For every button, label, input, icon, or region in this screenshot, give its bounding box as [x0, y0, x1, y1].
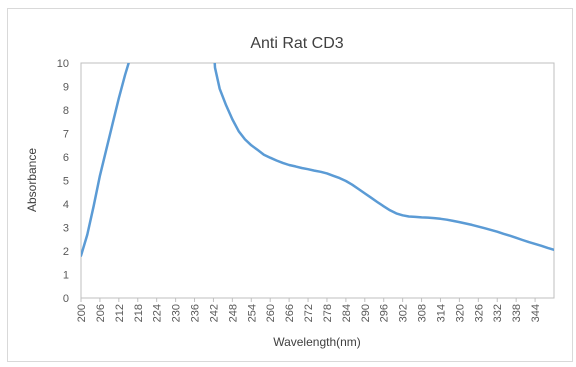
x-tick-label: 254: [246, 304, 258, 322]
x-tick-label: 314: [435, 304, 447, 322]
y-axis-ticks: 0 1 2 3 4 5 6 7 8 9 10: [57, 58, 69, 305]
y-axis-label: Absorbance: [25, 148, 39, 212]
x-tick-label: 290: [360, 304, 372, 322]
x-tick-label: 284: [341, 304, 353, 322]
x-tick-label: 218: [133, 304, 145, 322]
absorbance-series-line: [81, 63, 554, 257]
x-tick-label: 278: [322, 304, 334, 322]
x-tick-label: 260: [265, 304, 277, 322]
x-tick-label: 212: [114, 304, 126, 322]
plot-area: [80, 62, 555, 299]
y-tick-label: 6: [63, 152, 69, 164]
x-tick-label: 230: [171, 304, 183, 322]
y-tick-label: 9: [63, 82, 69, 94]
x-tick-label: 272: [303, 304, 315, 322]
y-tick-label: 5: [63, 176, 69, 188]
x-tick-label: 338: [511, 304, 523, 322]
x-tick-label: 200: [76, 304, 88, 322]
x-axis-ticks: 200 206 212 218 224 230 236 242 248 254 260 266 272 2…: [76, 298, 542, 322]
y-tick-label: 4: [63, 199, 69, 211]
y-tick-label: 10: [57, 58, 69, 70]
x-tick-label: 326: [473, 304, 485, 322]
x-tick-label: 242: [208, 304, 220, 322]
y-tick-label: 0: [63, 293, 69, 305]
x-tick-label: 320: [454, 304, 466, 322]
y-tick-label: 7: [63, 129, 69, 141]
chart-title: Anti Rat CD3: [250, 35, 343, 52]
y-tick-label: 8: [63, 105, 69, 117]
x-tick-label: 206: [95, 304, 107, 322]
x-tick-label: 296: [379, 304, 391, 322]
x-tick-label: 236: [190, 304, 202, 322]
y-tick-label: 2: [63, 246, 69, 258]
chart-frame: [7, 8, 573, 362]
y-tick-label: 3: [63, 223, 69, 235]
x-tick-label: 266: [284, 304, 296, 322]
x-tick-label: 308: [417, 304, 429, 322]
x-tick-label: 344: [530, 304, 542, 322]
x-tick-label: 224: [152, 304, 164, 322]
y-tick-label: 1: [63, 270, 69, 282]
x-axis-label: Wavelength(nm): [273, 335, 361, 349]
x-tick-label: 248: [227, 304, 239, 322]
x-tick-label: 332: [492, 304, 504, 322]
x-tick-label: 302: [398, 304, 410, 322]
